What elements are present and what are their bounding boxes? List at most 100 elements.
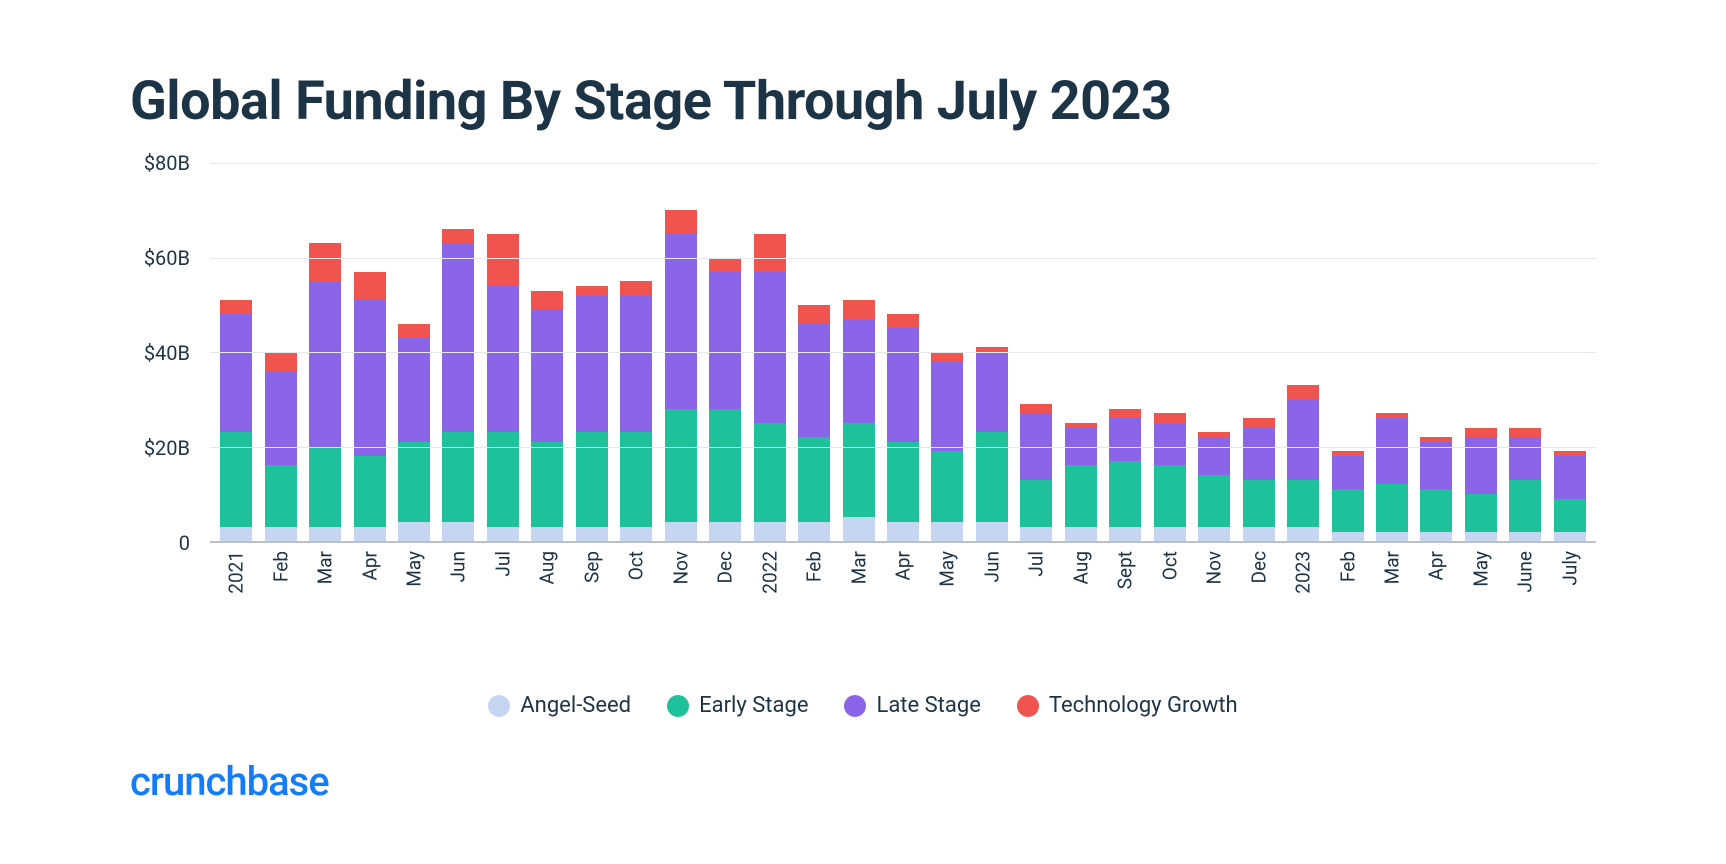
bar-segment-late-stage (531, 309, 563, 441)
legend-swatch (488, 695, 510, 717)
y-axis: 0$20B$40B$60B$80B (130, 163, 200, 543)
x-label-col: July (1548, 543, 1592, 603)
bar-segment-angel-seed (442, 522, 474, 541)
x-label-col: Oct (614, 543, 658, 603)
x-tick-label: Feb (1336, 551, 1359, 582)
bar-segment-tech-growth (754, 234, 786, 272)
bar-segment-angel-seed (887, 522, 919, 541)
bar-segment-late-stage (1154, 423, 1186, 466)
chart-area: 0$20B$40B$60B$80B 2021FebMarAprMayJunJul… (130, 163, 1596, 603)
bar-segment-late-stage (576, 295, 608, 432)
bar-segment-late-stage (887, 328, 919, 441)
x-label-col: Mar (1370, 543, 1414, 603)
bar-segment-late-stage (1243, 428, 1275, 480)
bar-segment-late-stage (931, 361, 963, 451)
x-tick-label: Jun (980, 551, 1003, 582)
x-label-col: Feb (1325, 543, 1369, 603)
x-tick-label: Nov (1203, 551, 1226, 584)
bar-segment-angel-seed (665, 522, 697, 541)
x-label-col: Aug (1059, 543, 1103, 603)
bar-segment-early-stage (1554, 499, 1586, 532)
bar-segment-late-stage (220, 314, 252, 432)
bar-segment-angel-seed (1509, 532, 1541, 541)
chart-title: Global Funding By Stage Through July 202… (130, 70, 1596, 133)
bar-segment-tech-growth (265, 352, 297, 371)
bar-segment-tech-growth (931, 352, 963, 361)
bar-segment-late-stage (843, 319, 875, 423)
page-root: Global Funding By Stage Through July 202… (0, 0, 1726, 864)
x-tick-label: 2023 (1292, 551, 1315, 594)
bar-segment-angel-seed (754, 522, 786, 541)
x-label-col: Jul (1014, 543, 1058, 603)
bar-segment-angel-seed (798, 522, 830, 541)
x-label-col: 2021 (214, 543, 258, 603)
x-label-col: Oct (1148, 543, 1192, 603)
bar-segment-early-stage (843, 423, 875, 518)
x-label-col: Dec (1236, 543, 1280, 603)
y-tick-label: $40B (144, 341, 190, 365)
x-label-col: Nov (659, 543, 703, 603)
bar-segment-tech-growth (442, 229, 474, 243)
bar-segment-angel-seed (1287, 527, 1319, 541)
bar-segment-tech-growth (1287, 385, 1319, 399)
bar-segment-angel-seed (1020, 527, 1052, 541)
bar-segment-tech-growth (1243, 418, 1275, 427)
x-tick-label: Jul (1025, 551, 1048, 577)
x-label-col: Feb (258, 543, 302, 603)
x-tick-label: Dec (714, 551, 737, 584)
bar-segment-angel-seed (265, 527, 297, 541)
bar-segment-early-stage (1376, 484, 1408, 531)
bar-segment-angel-seed (309, 527, 341, 541)
bar-segment-early-stage (754, 423, 786, 522)
gridline (210, 447, 1596, 448)
bar-segment-angel-seed (576, 527, 608, 541)
bar-segment-tech-growth (1465, 428, 1497, 437)
bar-segment-late-stage (1420, 442, 1452, 489)
x-tick-label: Mar (314, 551, 337, 584)
x-tick-label: Apr (358, 551, 381, 581)
bar-segment-late-stage (487, 286, 519, 432)
y-tick-label: $60B (144, 246, 190, 270)
bar-segment-angel-seed (1376, 532, 1408, 541)
legend-label: Early Stage (699, 693, 808, 718)
y-tick-label: $80B (144, 151, 190, 175)
x-tick-label: Jul (491, 551, 514, 577)
bar-segment-late-stage (709, 272, 741, 409)
bar-segment-tech-growth (531, 291, 563, 310)
x-tick-label: Feb (803, 551, 826, 582)
bar-segment-angel-seed (1243, 527, 1275, 541)
bar-segment-late-stage (354, 300, 386, 456)
x-label-col: Aug (525, 543, 569, 603)
bar-segment-tech-growth (1020, 404, 1052, 413)
legend-swatch (1017, 695, 1039, 717)
legend-swatch (844, 695, 866, 717)
bar-segment-angel-seed (843, 517, 875, 541)
bar-segment-angel-seed (1198, 527, 1230, 541)
bar-segment-angel-seed (398, 522, 430, 541)
bar-segment-tech-growth (665, 210, 697, 234)
x-tick-label: 2021 (225, 551, 248, 594)
bar-segment-tech-growth (398, 324, 430, 338)
bar-segment-tech-growth (309, 243, 341, 281)
bar-segment-tech-growth (1154, 413, 1186, 422)
bar-segment-angel-seed (931, 522, 963, 541)
bar-segment-late-stage (398, 338, 430, 442)
bar-segment-early-stage (931, 451, 963, 522)
bar-segment-early-stage (1509, 480, 1541, 532)
bar-segment-late-stage (665, 234, 697, 409)
bar-segment-tech-growth (1109, 409, 1141, 418)
x-axis-labels: 2021FebMarAprMayJunJulAugSepOctNovDec202… (210, 543, 1596, 603)
x-tick-label: Mar (847, 551, 870, 584)
bar-segment-early-stage (309, 447, 341, 527)
x-tick-label: Sept (1114, 551, 1137, 589)
x-label-col: Apr (1414, 543, 1458, 603)
bar-segment-angel-seed (1109, 527, 1141, 541)
bar-segment-early-stage (354, 456, 386, 527)
x-tick-label: Aug (1069, 551, 1092, 584)
x-label-col: Mar (836, 543, 880, 603)
x-tick-label: May (1469, 551, 1492, 587)
y-tick-label: $20B (144, 436, 190, 460)
x-tick-label: 2022 (758, 551, 781, 594)
bar-segment-late-stage (1554, 456, 1586, 499)
bar-segment-late-stage (1198, 437, 1230, 475)
